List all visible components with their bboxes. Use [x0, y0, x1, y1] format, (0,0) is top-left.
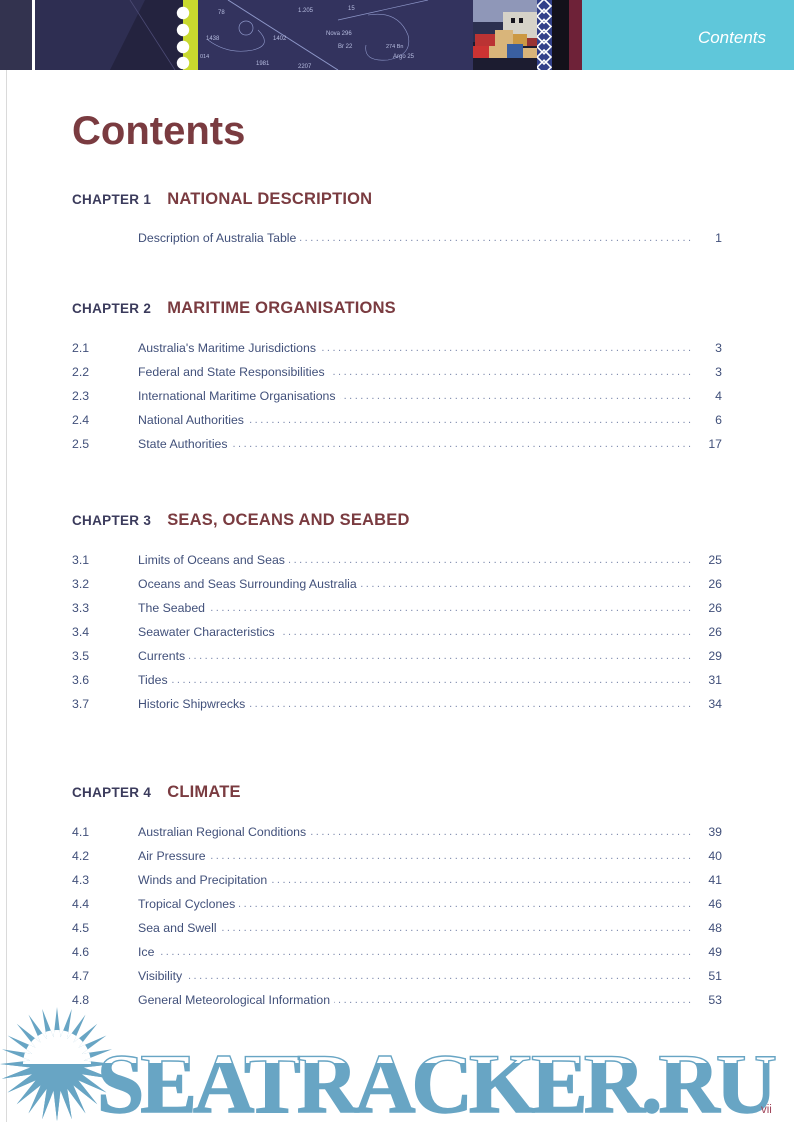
svg-text:2207: 2207: [298, 64, 312, 70]
svg-text:014: 014: [200, 54, 209, 60]
svg-text:78: 78: [218, 10, 225, 16]
svg-text:1981: 1981: [256, 61, 270, 67]
svg-text:1402: 1402: [273, 36, 287, 42]
svg-text:274 Bn: 274 Bn: [386, 44, 403, 50]
svg-text:Br 22: Br 22: [338, 44, 353, 50]
svg-text:Nova 296: Nova 296: [326, 31, 352, 37]
svg-text:1438: 1438: [206, 36, 220, 42]
svg-text:1.205: 1.205: [298, 8, 314, 14]
svg-text:15: 15: [348, 6, 355, 12]
svg-text:Argo 25: Argo 25: [393, 54, 415, 60]
